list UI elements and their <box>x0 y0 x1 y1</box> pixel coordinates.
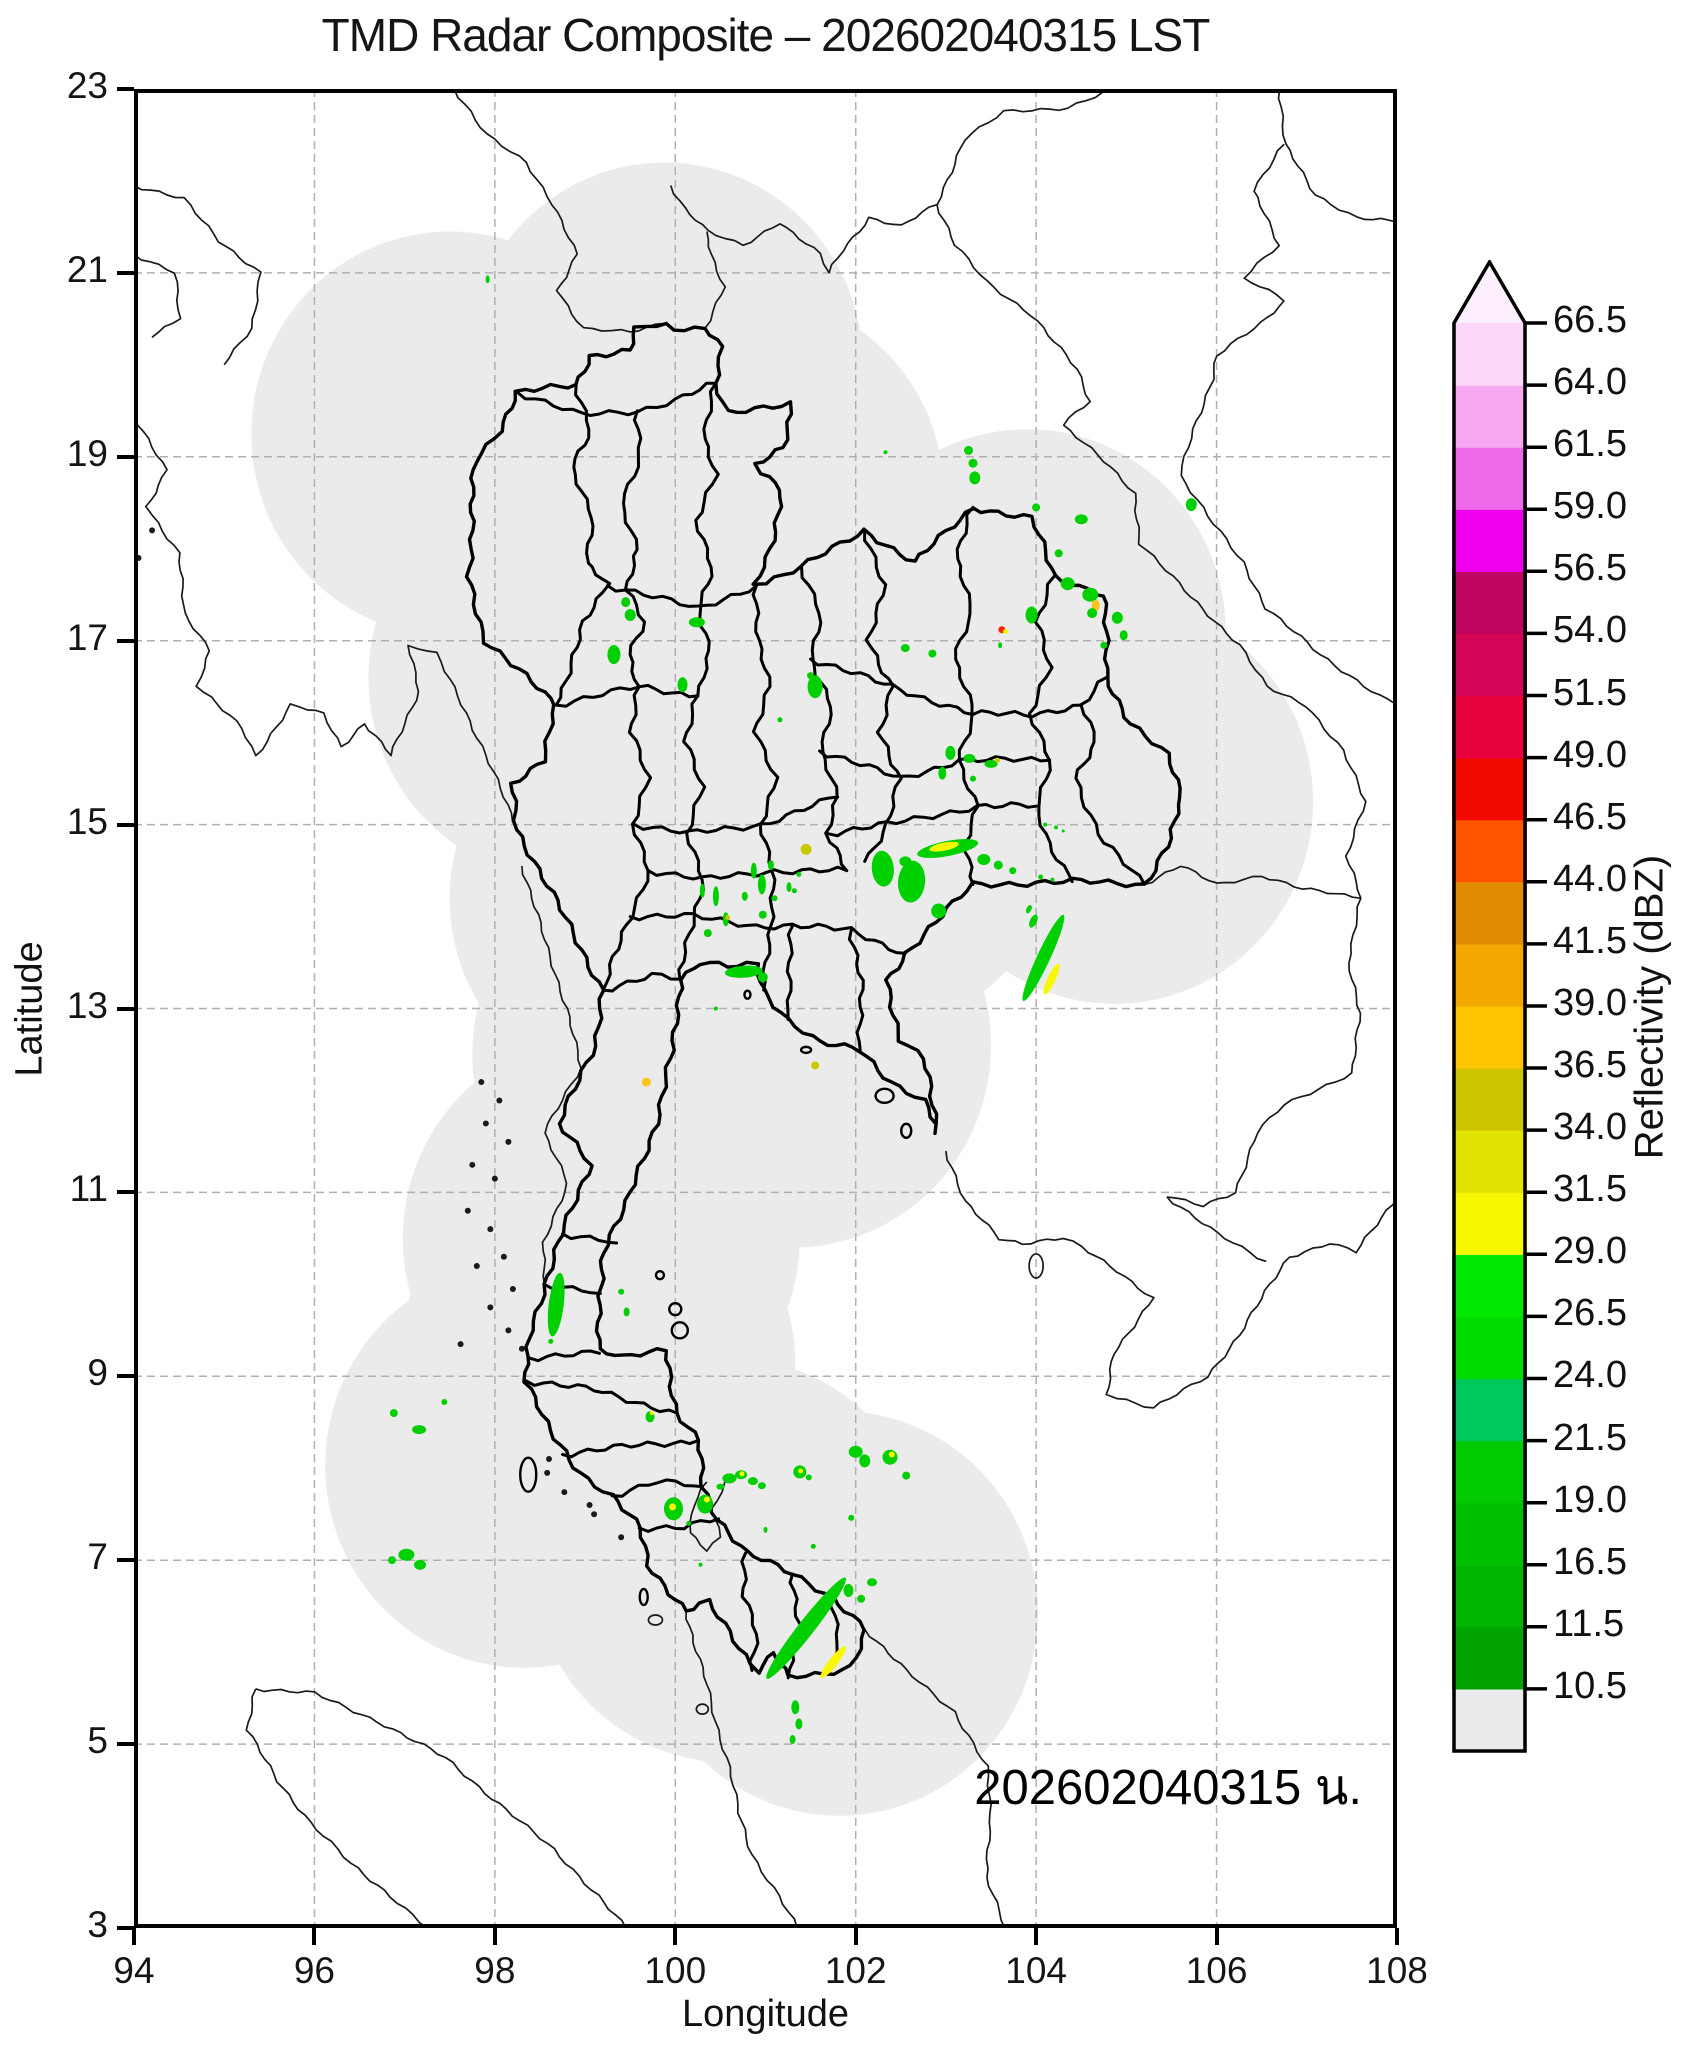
colorbar-tick-label: 31.5 <box>1553 1168 1627 1211</box>
x-tick-label: 94 <box>113 1950 155 1991</box>
x-tick-label: 106 <box>1185 1950 1248 1991</box>
islands <box>135 527 913 1607</box>
x-tick-mark <box>1034 1928 1039 1945</box>
colorbar-tick-label: 36.5 <box>1553 1044 1627 1087</box>
colorbar-tick-label: 21.5 <box>1553 1416 1627 1459</box>
x-tick-label: 98 <box>474 1950 516 1991</box>
colorbar-tick-label: 34.0 <box>1553 1106 1627 1149</box>
y-tick-mark <box>117 1558 134 1563</box>
y-tick-mark <box>117 1006 134 1011</box>
colorbar-tick-label: 49.0 <box>1553 733 1627 776</box>
page-title: TMD Radar Composite – 202602040315 LST <box>321 9 1211 61</box>
x-tick-label: 104 <box>1005 1950 1068 1991</box>
colorbar-tick-label: 56.5 <box>1553 547 1627 590</box>
y-tick-label: 7 <box>87 1536 108 1578</box>
colorbar-tick-label: 10.5 <box>1553 1664 1627 1707</box>
colorbar-tick-label: 59.0 <box>1553 485 1627 528</box>
colorbar-tick-label: 41.5 <box>1553 919 1627 962</box>
y-tick-mark <box>117 454 134 459</box>
colorbar-tick-label: 29.0 <box>1553 1230 1627 1273</box>
x-tick-mark <box>492 1928 497 1945</box>
y-tick-label: 17 <box>66 616 108 658</box>
y-tick-label: 3 <box>87 1904 108 1945</box>
y-tick-label: 19 <box>66 432 108 474</box>
colorbar-tick-label: 19.0 <box>1553 1478 1627 1521</box>
colorbar-tick-label: 11.5 <box>1553 1602 1625 1645</box>
colorbar-tick-label: 16.5 <box>1553 1540 1627 1583</box>
y-tick-label: 5 <box>87 1720 108 1762</box>
y-tick-label: 11 <box>69 1168 108 1210</box>
y-tick-mark <box>117 1190 134 1195</box>
timestamp-overlay: 202602040315 น. <box>974 1761 1362 1815</box>
y-tick-label: 15 <box>66 800 108 842</box>
x-tick-label: 100 <box>644 1950 707 1991</box>
y-axis-label: Latitude <box>8 941 51 1077</box>
x-tick-mark <box>312 1928 317 1945</box>
colorbar-tick-label: 54.0 <box>1553 609 1627 652</box>
y-tick-mark <box>117 822 134 827</box>
y-tick-label: 13 <box>66 984 108 1026</box>
colorbar-tick-label: 61.5 <box>1553 423 1627 466</box>
radar-echoes <box>388 275 1197 1744</box>
y-tick-mark <box>117 87 134 91</box>
y-tick-label: 23 <box>66 65 108 106</box>
y-tick-label: 21 <box>66 248 108 290</box>
map-canvas <box>133 88 1398 1929</box>
colorbar-tick-label: 44.0 <box>1553 857 1627 900</box>
neighbor-country-borders <box>133 88 1398 1929</box>
y-tick-mark <box>117 1374 134 1379</box>
colorbar-tick-label: 51.5 <box>1553 671 1627 714</box>
x-tick-mark <box>1214 1928 1219 1945</box>
y-tick-mark <box>117 638 134 643</box>
y-tick-label: 9 <box>87 1352 108 1394</box>
x-tick-label: 96 <box>293 1950 335 1991</box>
colorbar-tick-label: 39.0 <box>1553 981 1627 1024</box>
colorbar-tick-label: 26.5 <box>1553 1292 1627 1335</box>
gridlines <box>134 89 1397 1928</box>
radar-map-plot <box>133 88 1398 1929</box>
colorbar-axis-label: Reflectivity (dBZ) <box>1627 854 1672 1160</box>
colorbar-tick-label: 66.5 <box>1553 299 1627 341</box>
colorbar <box>1452 260 1547 1753</box>
thailand-province-borders <box>464 321 1182 1680</box>
y-tick-mark <box>117 1926 134 1930</box>
plot-frame <box>134 89 1397 1928</box>
colorbar-tick-label: 64.0 <box>1553 361 1627 404</box>
x-tick-mark <box>132 1928 136 1945</box>
x-tick-mark <box>673 1928 678 1945</box>
x-tick-mark <box>853 1928 858 1945</box>
x-tick-label: 108 <box>1366 1950 1428 1991</box>
colorbar-tick-label: 46.5 <box>1553 795 1627 838</box>
y-tick-mark <box>117 1742 134 1747</box>
colorbar-tick-label: 24.0 <box>1553 1354 1627 1397</box>
y-tick-mark <box>117 270 134 275</box>
x-tick-mark <box>1395 1928 1399 1945</box>
x-axis-label: Longitude <box>682 1993 849 2035</box>
x-tick-label: 102 <box>824 1950 887 1991</box>
